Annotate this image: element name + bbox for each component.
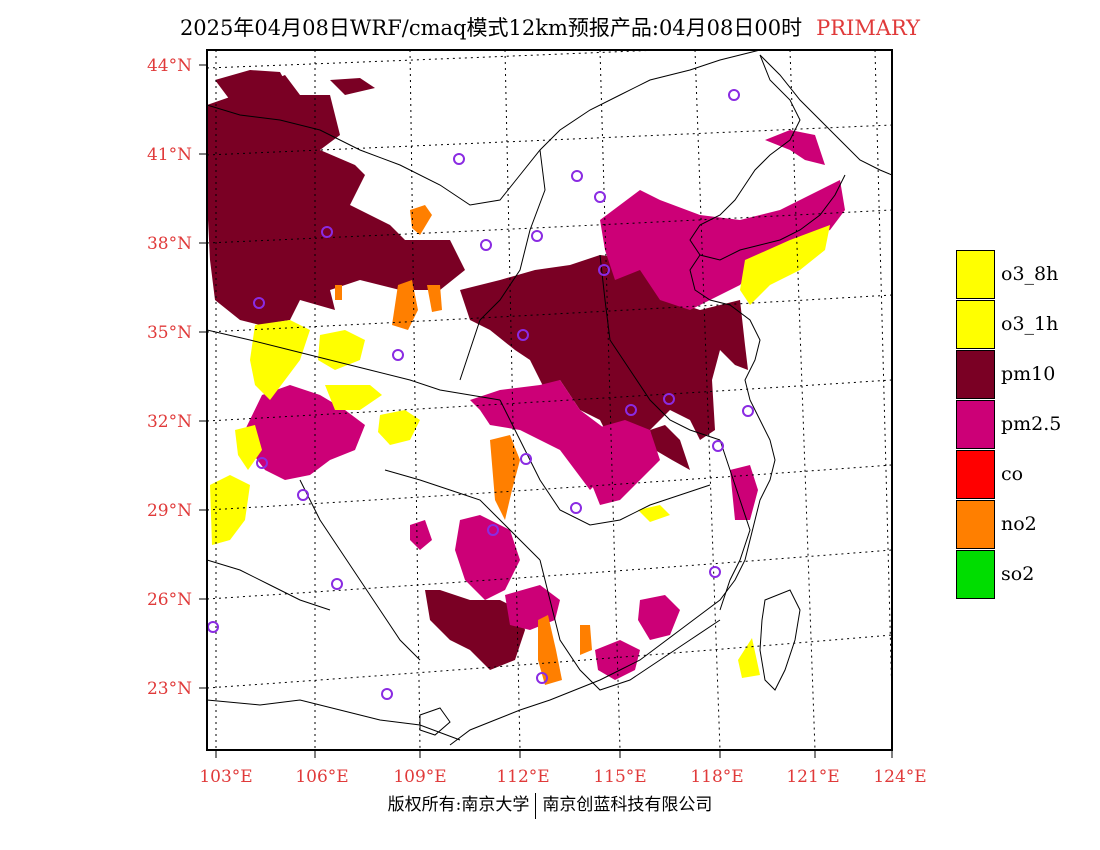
station-marker [480,239,492,251]
lat-label: 26°N [147,590,192,610]
primary-tag: PRIMARY [816,16,921,40]
legend-swatch [956,499,995,549]
pm10-regions [207,70,748,670]
station-marker [712,440,724,452]
lat-label: 44°N [147,56,192,76]
station-marker [536,672,548,684]
lat-label: 23°N [147,679,192,699]
station-marker [392,349,404,361]
legend-label: so2 [1001,563,1035,585]
pollutant-legend: o3_8h o3_1h pm10 pm2.5 co no2 so2 [956,249,1076,599]
station-marker [742,405,754,417]
station-marker [297,489,309,501]
station-markers [207,89,754,700]
legend-item-o3-8h: o3_8h [956,249,1076,299]
station-marker [598,264,610,276]
station-marker [728,89,740,101]
station-marker [256,457,268,469]
station-marker [487,524,499,536]
copyright-owner: 版权所有:南京大学 [387,795,530,815]
station-marker [381,688,393,700]
legend-label: no2 [1001,513,1037,535]
legend-swatch [956,549,995,599]
lat-label: 38°N [147,234,192,254]
station-marker [453,153,465,165]
lat-label: 41°N [147,145,192,165]
station-marker [570,502,582,514]
lon-label: 112°E [496,767,549,787]
station-marker [625,404,637,416]
lon-labels: 103°E 106°E 109°E 112°E 115°E 118°E 121°… [199,767,926,787]
axis-ticks [199,64,893,758]
no2-regions [335,205,592,685]
lon-label: 121°E [786,767,839,787]
title-text: 2025年04月08日WRF/cmaq模式12km预报产品:04月08日00时 [179,16,803,40]
lon-label: 118°E [690,767,743,787]
legend-item-co: co [956,449,1076,499]
legend-item-o3-1h: o3_1h [956,299,1076,349]
legend-item-no2: no2 [956,499,1076,549]
station-marker [321,226,333,238]
legend-swatch [956,399,995,449]
coastline [419,54,846,746]
copyright-footer: 版权所有:南京大学 南京创蓝科技有限公司 [0,790,1100,819]
legend-swatch [956,299,995,349]
lat-label: 32°N [147,412,192,432]
o3-regions [210,225,830,678]
station-marker [520,453,532,465]
legend-label: pm10 [1001,363,1056,385]
copyright-company: 南京创蓝科技有限公司 [542,795,713,815]
legend-swatch [956,249,995,299]
lon-label: 109°E [393,767,446,787]
lon-label: 106°E [295,767,348,787]
graticule [207,50,892,750]
map-area [207,50,892,750]
station-marker [571,170,583,182]
lon-label: 103°E [199,767,252,787]
legend-label: co [1001,463,1024,485]
station-marker [531,230,543,242]
legend-label: o3_1h [1001,313,1059,335]
station-marker [709,566,721,578]
legend-label: o3_8h [1001,263,1059,285]
pm25-regions [245,130,845,680]
station-marker [331,578,343,590]
lat-label: 35°N [147,323,192,343]
legend-item-pm25: pm2.5 [956,399,1076,449]
lon-label: 124°E [873,767,926,787]
station-marker [517,329,529,341]
station-marker [253,297,265,309]
map-frame [206,49,893,751]
lon-label: 115°E [593,767,646,787]
lat-label: 29°N [147,501,192,521]
legend-item-pm10: pm10 [956,349,1076,399]
legend-swatch [956,349,995,399]
legend-label: pm2.5 [1001,413,1062,435]
station-marker [663,393,675,405]
map-title: 2025年04月08日WRF/cmaq模式12km预报产品:04月08日00时 P… [0,12,1100,42]
legend-swatch [956,449,995,499]
footer-divider [535,792,537,819]
legend-item-so2: so2 [956,549,1076,599]
lat-labels: 44°N 41°N 38°N 35°N 32°N 29°N 26°N 23°N [147,56,192,699]
station-marker [594,191,606,203]
